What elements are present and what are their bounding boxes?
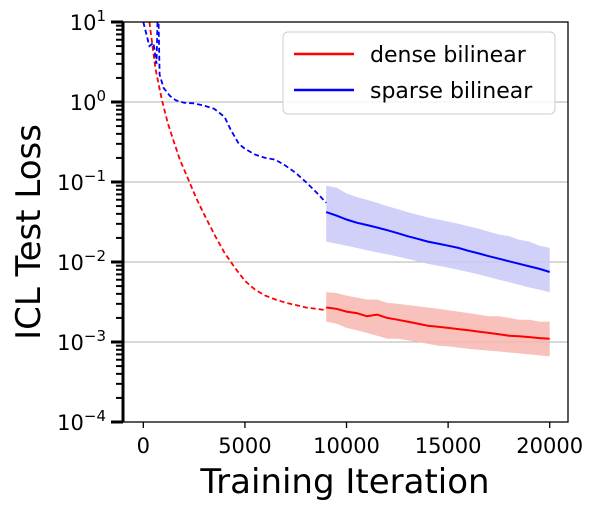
y-tick-label: 101 bbox=[70, 7, 106, 35]
x-tick-label: 20000 bbox=[516, 434, 583, 458]
y-tick-label: 10−4 bbox=[57, 407, 106, 435]
x-axis-title: Training Iteration bbox=[199, 462, 489, 502]
y-tick-label: 100 bbox=[70, 87, 106, 115]
legend-box bbox=[282, 31, 556, 115]
axis-ticks: 0 5000 10000 15000 20000 10−4 10−3 10−2 10−1 100 1… bbox=[57, 7, 583, 458]
line-solid-sparse-bilinear bbox=[325, 211, 550, 273]
y-axis-title: ICL Test Loss bbox=[9, 124, 49, 340]
series-lines bbox=[142, 21, 550, 340]
x-tick-label: 0 bbox=[137, 434, 150, 458]
legend: dense bilinear sparse bilinear bbox=[282, 31, 556, 115]
y-tick-label: 10−1 bbox=[57, 167, 106, 195]
x-tick-label: 5000 bbox=[218, 434, 271, 458]
legend-label-sparse-bilinear: sparse bilinear bbox=[370, 79, 533, 104]
x-tick-label: 15000 bbox=[415, 434, 482, 458]
band-dense-bilinear bbox=[326, 292, 550, 357]
line-dashed-sparse-bilinear bbox=[142, 21, 327, 204]
band-sparse-bilinear bbox=[326, 185, 550, 293]
confidence-bands bbox=[326, 185, 550, 357]
line-dashed-dense-bilinear bbox=[148, 21, 327, 312]
legend-label-dense-bilinear: dense bilinear bbox=[370, 43, 527, 68]
y-tick-label: 10−3 bbox=[57, 327, 106, 355]
y-tick-label: 10−2 bbox=[57, 247, 106, 275]
line-solid-dense-bilinear bbox=[326, 306, 550, 340]
x-tick-label: 10000 bbox=[313, 434, 380, 458]
